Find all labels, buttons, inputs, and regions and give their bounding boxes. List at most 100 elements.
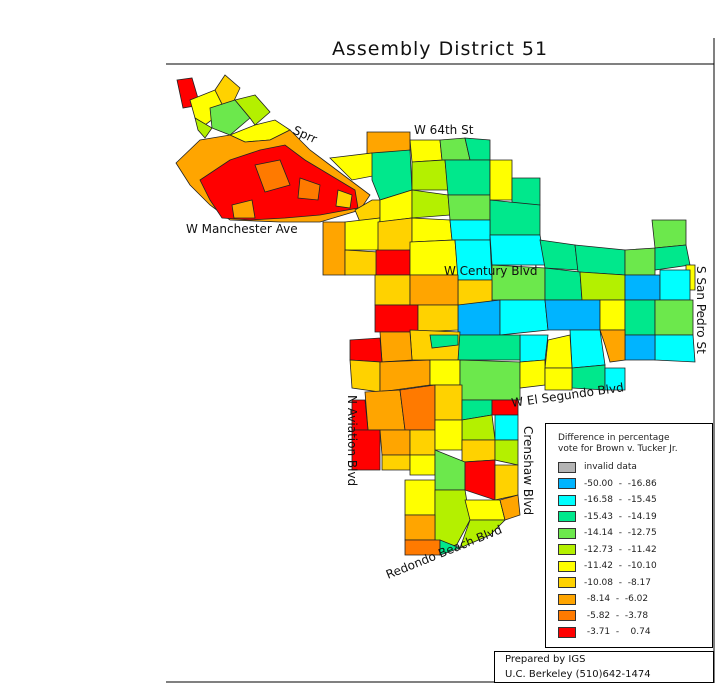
precinct [417, 304, 459, 333]
precinct [444, 159, 491, 196]
legend-item: -11.42 - -10.10 [558, 559, 657, 573]
legend-label: -16.58 - -15.45 [584, 495, 657, 505]
legend-item: -10.08 - -8.17 [558, 576, 651, 590]
precinct [624, 247, 656, 276]
map-title: Assembly District 51 [331, 38, 549, 60]
precinct [434, 384, 463, 421]
legend-item: -3.71 - 0.74 [558, 625, 651, 639]
road-label-san-pedro: S San Pedro St [694, 266, 708, 354]
precinct [409, 429, 436, 456]
precinct [651, 219, 687, 249]
precinct [457, 334, 521, 361]
precinct [449, 219, 491, 241]
legend-swatch [558, 560, 576, 572]
precinct [624, 334, 656, 361]
precinct [429, 334, 459, 349]
precinct [624, 274, 661, 301]
precinct [624, 299, 656, 336]
legend-swatch [558, 511, 576, 522]
district-map [175, 74, 696, 556]
precinct [494, 439, 519, 466]
legend-label: -15.43 - -14.19 [584, 511, 657, 522]
precinct [297, 177, 321, 201]
precinct [374, 274, 411, 306]
precinct [457, 299, 501, 336]
precinct [411, 159, 449, 191]
precinct [351, 429, 381, 471]
precinct [654, 334, 696, 363]
precinct [439, 539, 462, 556]
legend-swatch [558, 461, 576, 473]
precinct [399, 384, 436, 431]
precinct [489, 159, 513, 201]
legend-item: -8.14 - -6.02 [558, 592, 648, 606]
road-label-manchester: W Manchester Ave [186, 222, 298, 236]
legend-label: -12.73 - -11.42 [584, 544, 657, 555]
legend-item: invalid data [558, 460, 637, 474]
precinct [374, 304, 419, 333]
precinct [489, 199, 541, 236]
precinct [381, 454, 411, 471]
precinct [344, 217, 381, 251]
precinct [544, 367, 573, 391]
precinct [654, 299, 694, 336]
precinct [209, 99, 251, 136]
legend-swatch [558, 610, 576, 621]
legend-swatch [558, 544, 576, 555]
road-label-aviation: N Aviation Blvd [345, 395, 359, 486]
precinct [459, 359, 521, 401]
credits-box: Prepared by IGS U.C. Berkeley (510)642-1… [494, 651, 714, 683]
precinct [599, 329, 626, 363]
legend-label: -8.14 - -6.02 [584, 594, 649, 604]
legend-label: invalid data [584, 462, 637, 472]
precinct [231, 199, 256, 219]
credit-contact: U.C. Berkeley (510)642-1474 [505, 669, 651, 680]
precinct [409, 274, 459, 306]
precinct [409, 454, 436, 476]
precinct [489, 234, 546, 266]
legend-label: -50.00 - -16.86 [584, 478, 657, 489]
legend-item: -5.82 - -3.78 [558, 609, 648, 623]
legend-swatch [558, 577, 576, 588]
legend-label: -14.14 - -12.75 [584, 528, 657, 538]
credit-prepared-by: Prepared by IGS [505, 654, 586, 665]
precinct [429, 359, 461, 386]
precinct [379, 429, 411, 456]
precinct [464, 459, 496, 501]
road-label-century: W Century Blvd [444, 264, 538, 278]
precinct [447, 194, 491, 221]
precinct [344, 249, 379, 276]
precinct [349, 337, 383, 363]
precinct [234, 94, 271, 126]
legend-label: -5.82 - -3.78 [584, 610, 649, 621]
precinct [569, 329, 606, 369]
precinct [574, 244, 626, 276]
precinct [404, 479, 436, 516]
precinct [364, 389, 406, 431]
legend-item: -16.58 - -15.45 [558, 493, 657, 507]
legend: Difference in percentage vote for Brown … [545, 423, 713, 648]
precinct [499, 494, 521, 521]
precinct [461, 439, 496, 463]
legend-item: -14.14 - -12.75 [558, 526, 657, 540]
precinct [604, 367, 626, 391]
precinct [544, 267, 583, 301]
precinct [494, 414, 519, 441]
precinct [519, 359, 546, 389]
legend-item: -12.73 - -11.42 [558, 543, 657, 557]
road-label-crenshaw: Crenshaw Blvd [521, 426, 535, 515]
legend-swatch [558, 494, 576, 506]
precinct [434, 419, 463, 451]
precinct [544, 299, 601, 331]
legend-title: Difference in percentage vote for Brown … [558, 433, 678, 455]
precinct [539, 239, 579, 271]
precinct [544, 334, 573, 369]
precinct [519, 334, 549, 363]
precinct [434, 449, 466, 491]
legend-label: -3.71 - 0.74 [584, 627, 651, 637]
legend-swatch [558, 478, 576, 489]
precinct [511, 177, 541, 206]
legend-label: -11.42 - -10.10 [584, 561, 657, 571]
precinct [322, 221, 346, 276]
